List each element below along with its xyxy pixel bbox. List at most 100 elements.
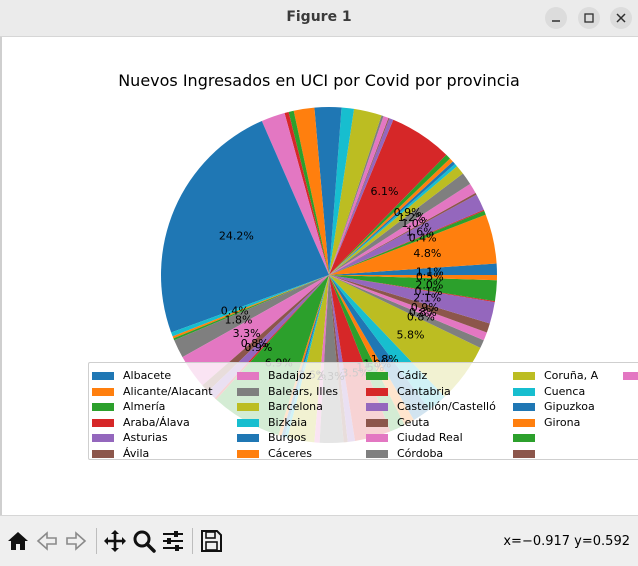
pie-slice	[329, 275, 487, 341]
legend-swatch	[237, 403, 259, 411]
slice-pct-label: 24.2%	[219, 229, 254, 242]
legend-swatch	[513, 434, 535, 442]
legend-label: Cantabria	[397, 384, 451, 398]
cursor-coordinates: x=−0.917 y=0.592	[503, 534, 630, 549]
legend-label: Asturias	[123, 431, 168, 444]
window-titlebar: Figure 1	[0, 0, 638, 37]
legend-label: Cáceres	[268, 446, 313, 460]
pie-slice	[329, 214, 497, 275]
slice-pct-label: 3.3%	[233, 327, 261, 340]
pie-chart: 1.1%4.8%0.4%1.6%1.0%1.2%0.9%6.1%24.2%0.4…	[160, 107, 498, 444]
legend-label: Cuenca	[544, 384, 586, 398]
legend-label: Castellón/Castelló	[397, 400, 496, 413]
slice-pct-label: 0.8%	[409, 306, 437, 319]
legend-swatch	[92, 449, 114, 458]
chart-title: Nuevos Ingresados en UCI por Covid por p…	[118, 71, 520, 90]
legend-swatch	[92, 372, 114, 380]
legend-swatch	[92, 418, 114, 427]
legend-label: Balears, Illes	[268, 384, 338, 398]
pie-slice	[329, 117, 390, 275]
pie-slice	[293, 107, 329, 275]
pie-slice	[329, 275, 484, 348]
legend-swatch	[366, 434, 388, 442]
zoom-magnifier-icon[interactable]	[131, 528, 157, 554]
legend-swatch	[513, 418, 535, 427]
legend-label: Ceuta	[397, 415, 430, 429]
pie-slice	[329, 183, 476, 275]
legend-label: Barcelona	[268, 400, 323, 413]
navigation-toolbar: x=−0.917 y=0.592	[0, 515, 638, 566]
save-floppy-icon[interactable]	[198, 528, 224, 554]
pie-slice	[329, 118, 394, 275]
pie-slice	[329, 107, 355, 275]
legend-swatch	[237, 449, 259, 458]
slice-pct-label: 0.4%	[221, 305, 249, 318]
pie-slice	[329, 275, 498, 281]
pie-slice	[284, 111, 329, 275]
maximize-icon	[584, 13, 594, 23]
back-arrow-icon[interactable]	[34, 528, 60, 554]
legend-swatch	[92, 434, 114, 442]
legend-label: Albacete	[123, 369, 172, 382]
pie-slice	[172, 275, 329, 339]
pie-slice	[329, 275, 497, 302]
legend-swatch	[513, 372, 535, 380]
legend-swatch	[92, 403, 114, 411]
canvas-left-border	[0, 37, 2, 515]
legend-swatch	[237, 418, 259, 427]
close-button[interactable]	[610, 7, 632, 29]
pie-slice	[288, 110, 329, 275]
pie-slice	[160, 121, 329, 333]
slice-pct-label: 2.0%	[415, 278, 443, 291]
toolbar-separator	[96, 528, 97, 554]
legend-swatch	[366, 372, 388, 380]
slice-pct-label: 1.2%	[398, 211, 426, 224]
legend-label: Alicante/Alacant	[123, 384, 213, 398]
pie-slice	[329, 119, 447, 275]
slice-pct-label: 4.8%	[413, 247, 441, 260]
pie-slice	[329, 161, 455, 275]
pie-slice	[329, 275, 490, 333]
legend-label: Badajoz	[268, 369, 312, 382]
slice-pct-label: 6.1%	[371, 185, 399, 198]
chart-legend: Albacete Alicante/Alacant Almería Araba/Ála…	[88, 362, 638, 460]
legend-swatch	[237, 372, 259, 380]
forward-arrow-icon[interactable]	[63, 528, 89, 554]
slice-pct-label: 0.9%	[394, 206, 422, 219]
slice-pct-label: 1.1%	[416, 266, 444, 279]
figure-canvas[interactable]: Nuevos Ingresados en UCI por Covid por p…	[0, 37, 638, 515]
legend-label: Araba/Álava	[123, 415, 190, 429]
pie-slice	[261, 113, 329, 275]
legend-label: Córdoba	[397, 446, 444, 460]
legend-label: Coruña, A	[544, 369, 599, 382]
window-title: Figure 1	[286, 9, 352, 25]
legend-swatch	[237, 434, 259, 442]
slice-pct-label: 0.8%	[407, 311, 435, 324]
pie-slice	[329, 173, 471, 275]
slice-pct-label: 1.0%	[401, 217, 429, 230]
legend-label: Cádiz	[397, 369, 428, 382]
slice-pct-label: 0.9%	[411, 301, 439, 314]
slice-pct-label: 0.1%	[415, 285, 443, 298]
pie-slice	[329, 158, 453, 275]
pan-move-icon[interactable]	[102, 528, 128, 554]
legend-swatch	[366, 387, 388, 396]
home-icon[interactable]	[5, 528, 31, 554]
minimize-button[interactable]	[545, 7, 567, 29]
slice-pct-label: 5.8%	[397, 328, 425, 341]
pie-slice	[329, 275, 495, 324]
slice-pct-label: 2.1%	[413, 292, 441, 305]
legend-swatch	[513, 387, 535, 396]
slice-pct-label: 1.8%	[225, 313, 253, 326]
pie-slice	[329, 116, 389, 275]
pie-slice	[314, 107, 342, 275]
legend-label: Gipuzkoa	[544, 400, 595, 413]
pie-slice	[329, 154, 450, 275]
legend-swatch	[513, 449, 535, 458]
pie-slice	[329, 194, 484, 275]
pie-slice	[182, 275, 329, 386]
configure-subplots-icon[interactable]	[160, 528, 186, 554]
maximize-button[interactable]	[578, 7, 600, 29]
legend-swatch	[513, 403, 535, 411]
pie-slice	[329, 115, 384, 275]
